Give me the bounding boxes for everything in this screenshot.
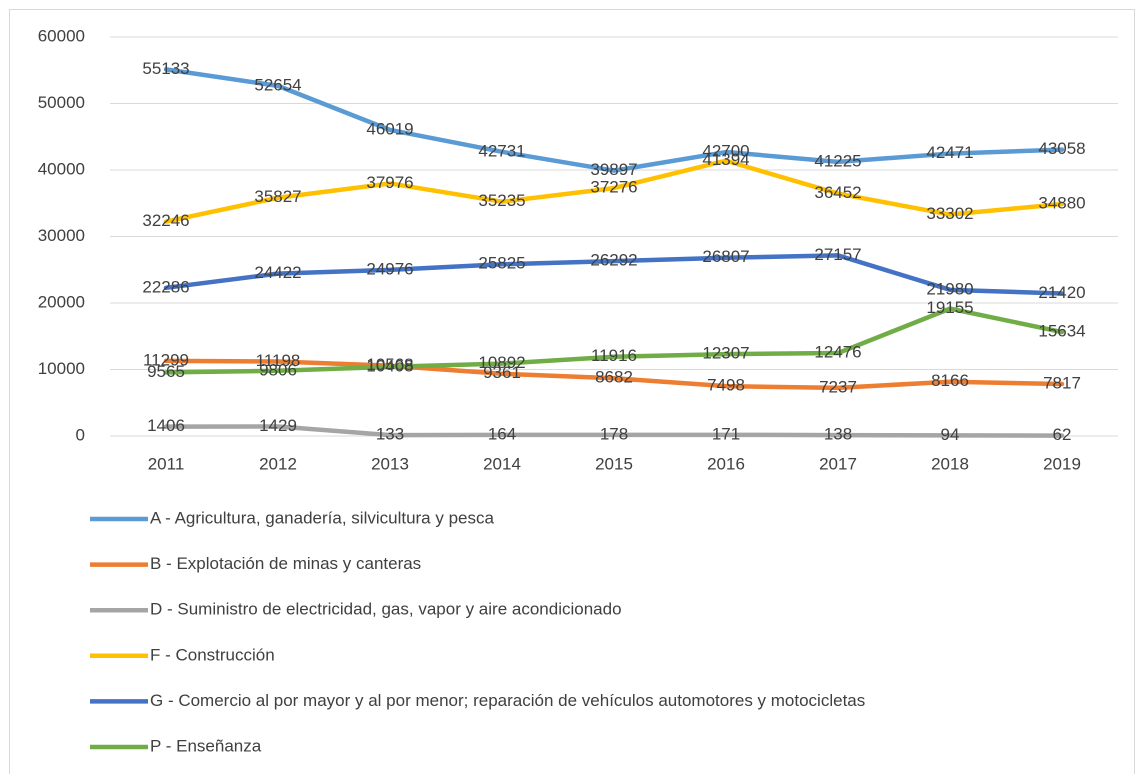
data-label: 22286 xyxy=(142,277,189,296)
x-tick-label: 2013 xyxy=(371,454,409,473)
y-tick-label: 60000 xyxy=(38,26,85,45)
data-label: 55133 xyxy=(142,59,189,78)
data-label: 9565 xyxy=(147,362,185,381)
data-label: 94 xyxy=(941,425,960,444)
data-label: 26292 xyxy=(590,251,637,270)
series-line xyxy=(163,306,1065,375)
legend-label: B - Explotación de minas y canteras xyxy=(150,554,421,573)
data-label: 39897 xyxy=(590,160,637,179)
chart-border xyxy=(9,9,1135,774)
data-label: 1406 xyxy=(147,416,185,435)
x-tick-label: 2011 xyxy=(148,454,185,473)
series-line xyxy=(163,158,1065,224)
data-label: 41394 xyxy=(702,150,749,169)
data-label: 42700 xyxy=(702,142,749,161)
data-label: 34880 xyxy=(1038,194,1085,213)
y-tick-label: 0 xyxy=(76,425,85,444)
data-label: 43058 xyxy=(1038,139,1085,158)
x-tick-label: 2014 xyxy=(483,454,521,473)
y-tick-label: 50000 xyxy=(38,93,85,112)
data-label: 9806 xyxy=(259,360,297,379)
x-tick-label: 2015 xyxy=(595,454,633,473)
x-tick-label: 2019 xyxy=(1043,454,1081,473)
data-label: 24422 xyxy=(254,263,301,282)
series-line xyxy=(163,253,1065,296)
data-label: 32246 xyxy=(142,211,189,230)
data-label: 24976 xyxy=(366,259,413,278)
data-label: 27157 xyxy=(814,245,861,264)
x-tick-label: 2016 xyxy=(707,454,745,473)
y-tick-label: 30000 xyxy=(38,226,85,245)
legend-label: A - Agricultura, ganadería, silvicultura… xyxy=(150,508,494,527)
data-label: 164 xyxy=(488,424,516,443)
data-label: 1429 xyxy=(259,416,297,435)
data-label: 25825 xyxy=(478,254,525,273)
legend-label: D - Suministro de electricidad, gas, vap… xyxy=(150,600,622,619)
data-label: 11198 xyxy=(256,351,301,370)
series-line xyxy=(163,67,1065,173)
data-label: 8682 xyxy=(595,368,633,387)
data-label: 62 xyxy=(1053,425,1072,444)
data-label: 42471 xyxy=(926,143,973,162)
data-label: 36452 xyxy=(814,183,861,202)
x-tick-label: 2018 xyxy=(931,454,969,473)
data-label: 37976 xyxy=(366,173,413,192)
data-label: 15634 xyxy=(1038,322,1085,341)
x-tick-label: 2017 xyxy=(819,454,857,473)
data-label: 26807 xyxy=(702,247,749,266)
legend-label: G - Comercio al por mayor y al por menor… xyxy=(150,691,865,710)
data-label: 133 xyxy=(376,425,404,444)
data-label: 7817 xyxy=(1043,374,1081,393)
data-label: 21420 xyxy=(1038,283,1085,302)
data-label: 8166 xyxy=(931,371,969,390)
data-label: 10892 xyxy=(478,353,525,372)
data-label: 41225 xyxy=(814,151,861,170)
data-label: 9361 xyxy=(483,363,521,382)
legend-label: F - Construcción xyxy=(150,645,275,664)
series-line xyxy=(163,424,1065,438)
data-label: 10568 xyxy=(366,355,413,374)
data-label: 138 xyxy=(824,425,852,444)
data-label: 33302 xyxy=(926,204,973,223)
data-label: 178 xyxy=(600,424,628,443)
y-tick-label: 40000 xyxy=(38,159,85,178)
data-label: 21980 xyxy=(926,279,973,298)
data-label: 171 xyxy=(712,424,740,443)
data-label: 35235 xyxy=(478,191,525,210)
data-label: 11916 xyxy=(591,346,637,365)
data-label: 12476 xyxy=(814,343,861,362)
data-label: 35827 xyxy=(254,187,301,206)
series-line xyxy=(163,358,1065,391)
data-label: 42731 xyxy=(478,141,525,160)
data-label: 10408 xyxy=(366,356,413,375)
y-tick-label: 10000 xyxy=(38,359,85,378)
data-label: 11299 xyxy=(143,350,189,369)
data-label: 46019 xyxy=(366,119,413,138)
data-label: 37276 xyxy=(590,178,637,197)
data-label: 7498 xyxy=(707,376,745,395)
data-label: 19155 xyxy=(926,298,973,317)
data-label: 52654 xyxy=(254,75,301,94)
data-label: 7237 xyxy=(819,377,857,396)
data-label: 12307 xyxy=(702,344,749,363)
x-tick-label: 2012 xyxy=(259,454,297,473)
legend-label: P - Enseñanza xyxy=(150,736,262,755)
y-tick-label: 20000 xyxy=(38,292,85,311)
